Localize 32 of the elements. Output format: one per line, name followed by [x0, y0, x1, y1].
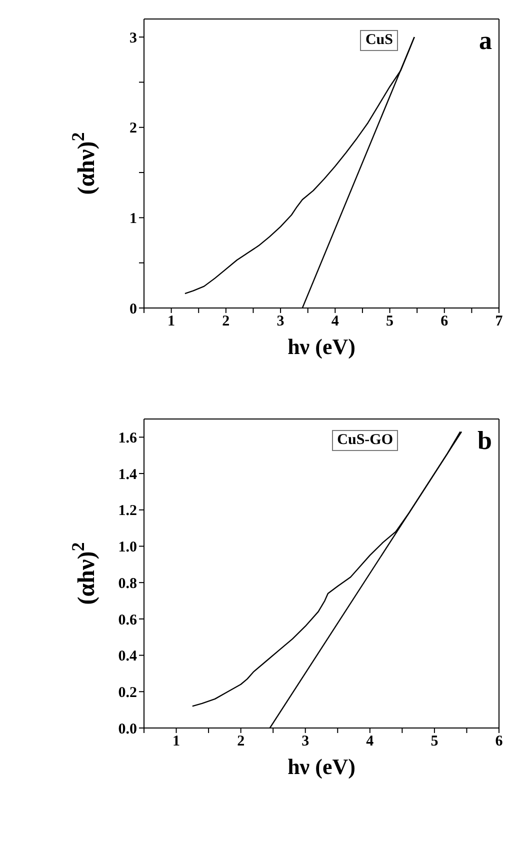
y-tick-label: 1.2 [118, 503, 137, 520]
x-tick-label: 1 [172, 734, 180, 750]
x-tick-label: 2 [222, 314, 230, 330]
y-tick-label: 0.6 [118, 612, 138, 628]
y-tick-label: 3 [130, 30, 137, 46]
y-tick-label: 0 [130, 301, 137, 318]
y-tick-label: 1 [130, 211, 137, 228]
annotation: CuS-GO [332, 430, 398, 451]
x-axis-title: hν (eV) [288, 754, 356, 779]
x-tick-label: 5 [386, 314, 394, 330]
annotation: CuS [360, 30, 398, 51]
y-tick-label: 0.4 [118, 648, 138, 665]
x-tick-label: 7 [495, 314, 504, 330]
y-tick-label: 0.8 [118, 576, 137, 592]
x-tick-label: 6 [440, 314, 449, 330]
y-tick-label: 1.4 [118, 466, 138, 483]
x-axis-title: hν (eV) [288, 334, 356, 359]
y-tick-label: 0.2 [118, 684, 137, 701]
x-tick-label: 5 [430, 734, 438, 750]
x-tick-label: 1 [168, 314, 176, 330]
x-tick-label: 6 [495, 734, 504, 750]
x-tick-label: 4 [366, 734, 374, 750]
x-tick-label: 4 [331, 314, 340, 330]
y-tick-label: 1.0 [118, 540, 137, 556]
annotation: a [479, 26, 492, 56]
x-tick-label: 3 [276, 314, 284, 330]
annotation: b [478, 426, 492, 456]
y-tick-label: 1.6 [118, 430, 138, 446]
y-tick-label: 0.0 [118, 721, 137, 738]
y-tick-label: 2 [130, 120, 137, 137]
x-tick-label: 3 [302, 734, 310, 750]
x-tick-label: 2 [237, 734, 245, 750]
